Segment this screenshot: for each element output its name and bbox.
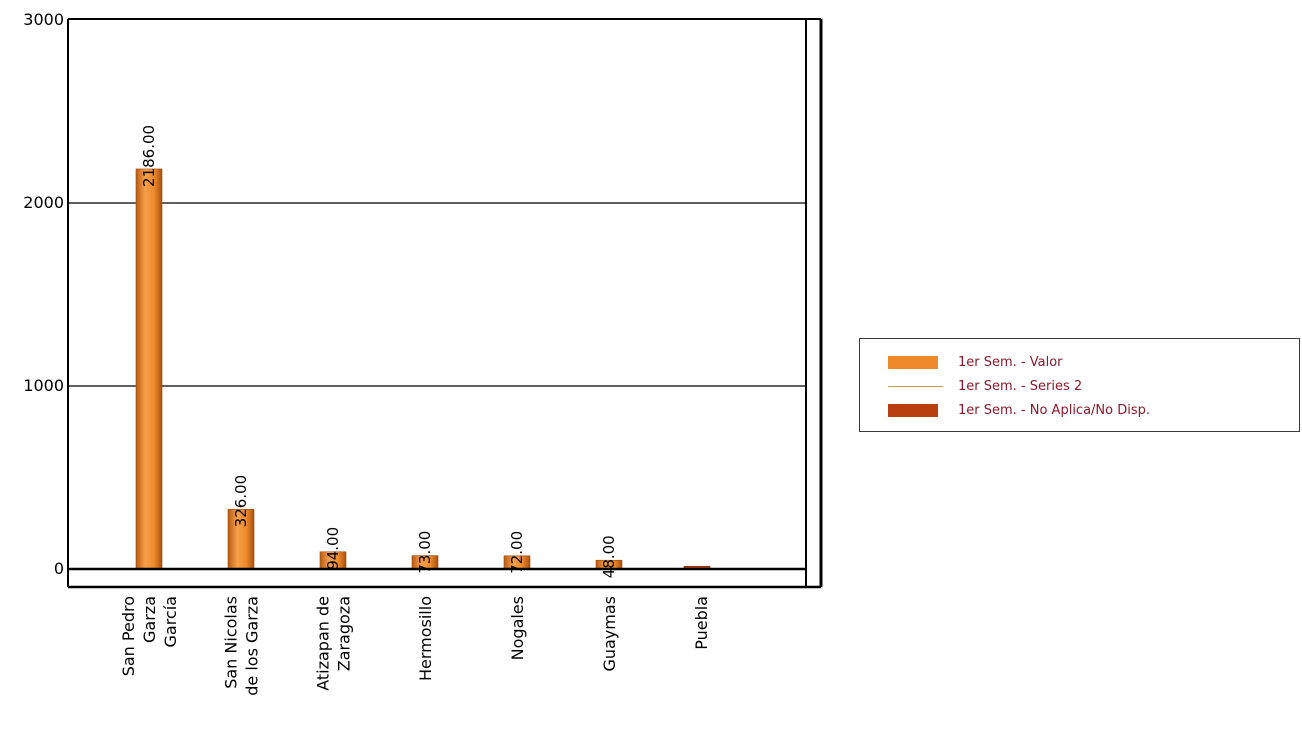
x-category-label: Atizapan de <box>314 596 333 691</box>
bar-valor <box>135 168 163 570</box>
x-category-label: San Pedro <box>119 596 138 676</box>
x-category-label: Garza <box>140 596 159 643</box>
data-label: 94.00 <box>324 527 342 570</box>
axes <box>67 18 823 589</box>
x-category-label: Hermosillo <box>416 596 435 681</box>
x-category-label: Nogales <box>508 596 527 660</box>
data-label: 73.00 <box>416 531 434 574</box>
legend-item-series-2: 1er Sem. - Series 2 <box>860 377 1299 397</box>
data-label: 326.00 <box>232 475 250 528</box>
data-label: 2186.00 <box>140 125 158 187</box>
x-category-label: García <box>161 596 180 647</box>
data-label: 72.00 <box>508 531 526 574</box>
legend-label-valor: 1er Sem. - Valor <box>958 355 1063 370</box>
data-label: 48.00 <box>600 535 618 578</box>
y-tick-label: 1000 <box>23 376 64 395</box>
y-tick-label: 0 <box>54 559 64 578</box>
legend-label-series-2: 1er Sem. - Series 2 <box>958 379 1083 394</box>
legend-item-no-aplica: 1er Sem. - No Aplica/No Disp. <box>860 401 1299 421</box>
legend-item-valor: 1er Sem. - Valor <box>860 353 1299 373</box>
bar-valor <box>227 509 255 570</box>
legend-swatch-valor <box>888 356 938 369</box>
x-category-label: de los Garza <box>243 596 262 696</box>
y-tick-label: 3000 <box>23 10 64 29</box>
x-category-label: Zaragoza <box>335 596 354 671</box>
y-axis-ticks: 0 1000 2000 3000 <box>23 10 64 578</box>
legend-label-no-aplica: 1er Sem. - No Aplica/No Disp. <box>958 403 1151 418</box>
x-axis-categories: San Pedro Garza García San Nicolas de los Ga… <box>119 596 711 696</box>
legend: 1er Sem. - Valor 1er Sem. - Series 2 1er… <box>859 338 1300 432</box>
gridlines <box>68 202 806 387</box>
legend-line-series-2 <box>888 386 943 387</box>
x-category-label: Guaymas <box>600 596 619 672</box>
legend-swatch-no-aplica <box>888 404 938 417</box>
bars <box>135 168 711 570</box>
x-category-label: Puebla <box>692 596 711 650</box>
x-category-label: San Nicolas <box>222 596 241 689</box>
data-labels: 2186.00 326.00 94.00 73.00 72.00 48.00 <box>140 125 618 578</box>
y-tick-label: 2000 <box>23 193 64 212</box>
